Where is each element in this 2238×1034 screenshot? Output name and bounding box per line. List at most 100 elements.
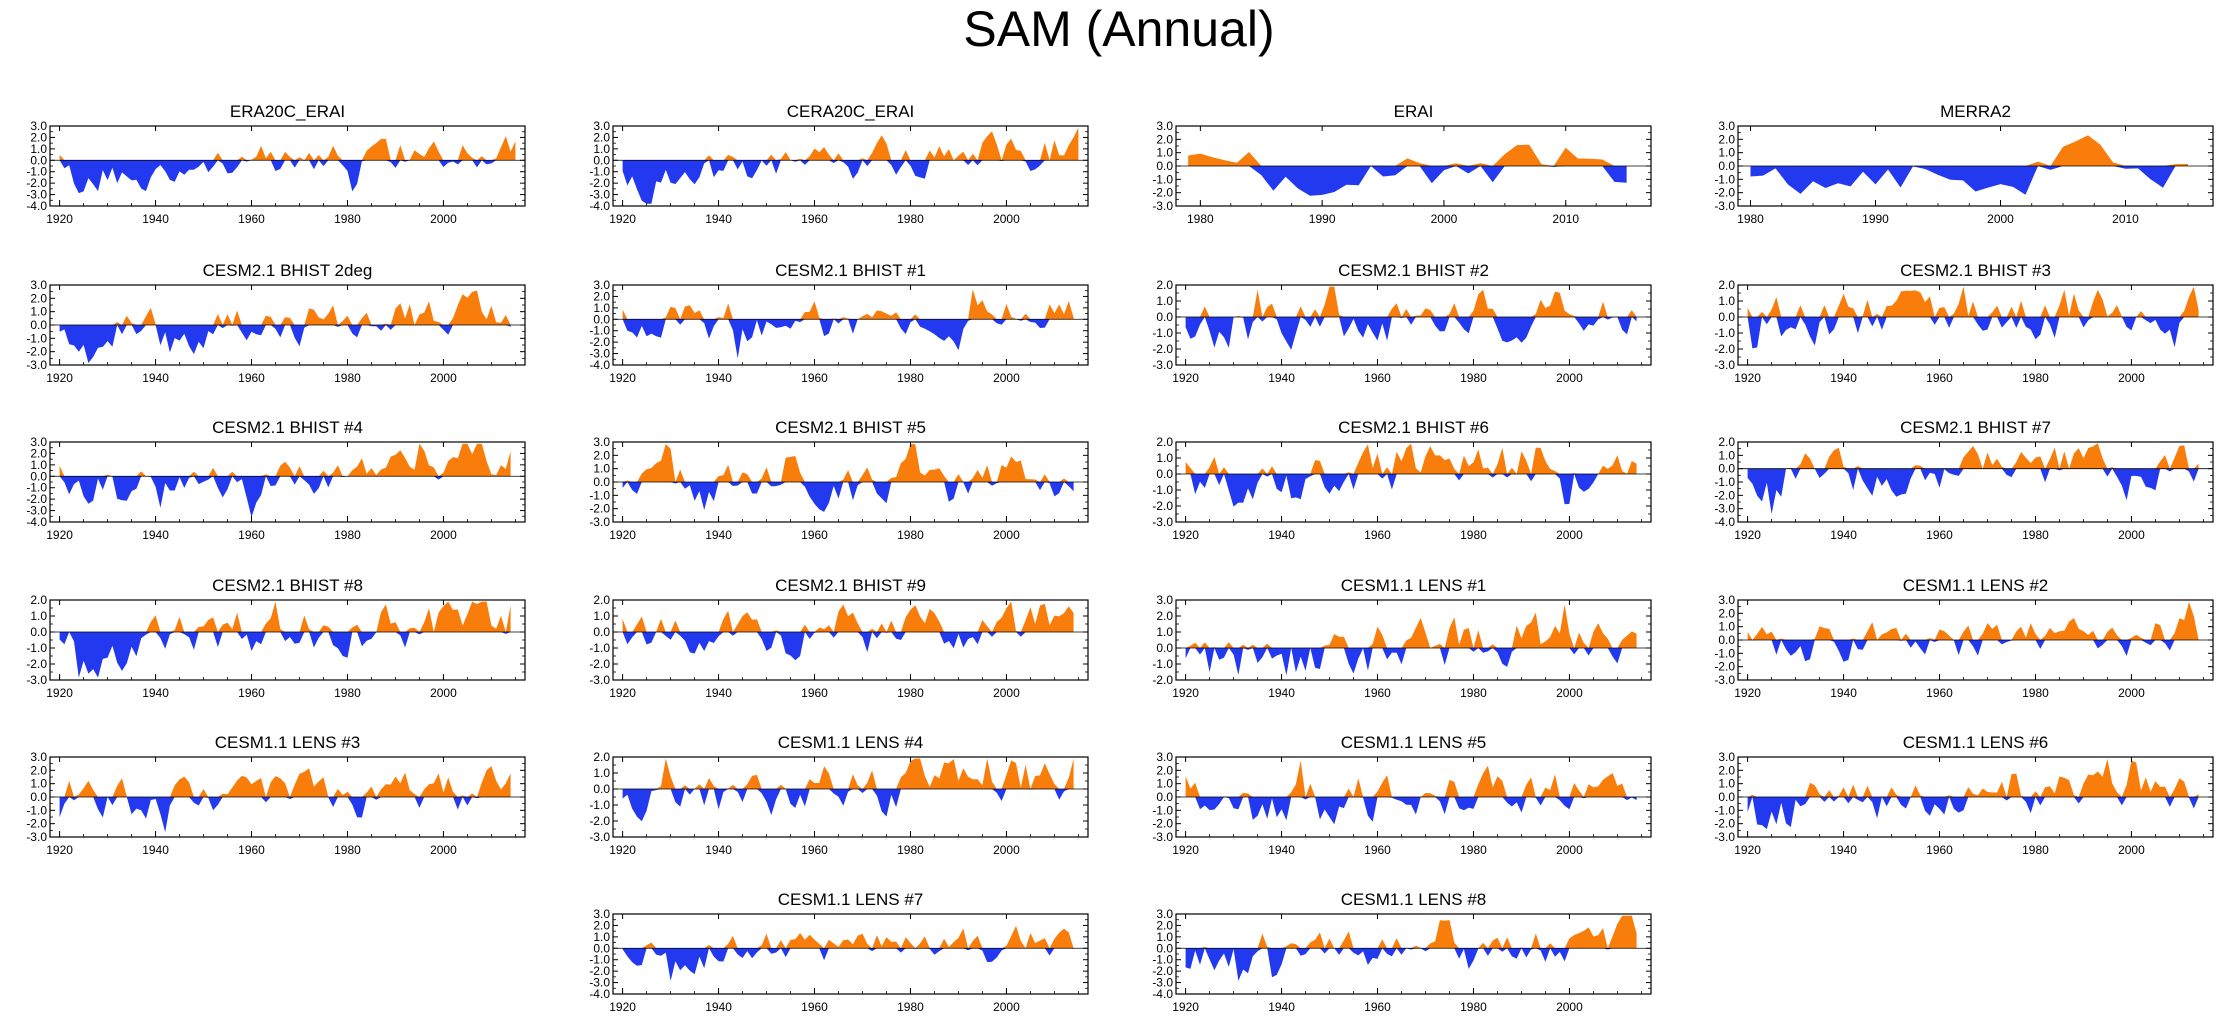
x-tick-label: 1980	[1737, 212, 1764, 226]
y-tick-label: 3.0	[593, 435, 610, 449]
x-tick-label: 1920	[1172, 371, 1199, 385]
y-tick-label: 0.0	[593, 312, 610, 326]
chart-panel: CESM1.1 LENS #53.02.01.00.0-1.0-2.0-3.01…	[1152, 733, 1652, 857]
chart-panel: CESM2.1 BHIST #1 3.02.01.00.0-1.0-2.0-3.0…	[589, 261, 1089, 385]
x-tick-label: 1940	[705, 843, 732, 857]
x-tick-label: 2000	[430, 212, 457, 226]
y-tick-label: -3.0	[1152, 976, 1173, 990]
y-tick-label: -3.0	[1152, 515, 1173, 529]
y-tick-label: -1.0	[589, 488, 610, 502]
y-tick-label: 0.0	[1156, 941, 1173, 955]
y-tick-label: 0.0	[1718, 462, 1735, 476]
y-tick-label: -3.0	[26, 188, 47, 202]
y-tick-label: 2.0	[1718, 763, 1735, 777]
positive-area	[59, 443, 511, 477]
panel-title: CESM1.1 LENS #7	[778, 890, 924, 909]
x-tick-label: 1980	[897, 212, 924, 226]
chart-panel: CESM2.1 BHIST #4 3.02.01.00.0-1.0-2.0-3.0…	[26, 418, 526, 542]
y-tick-label: 2.0	[30, 446, 47, 460]
x-tick-label: 1980	[1460, 843, 1487, 857]
chart-panel: CESM2.1 BHIST #3 2.0 1.0 0.0 -1.0 -2.0 -3.0192…	[1714, 261, 2214, 385]
x-tick-label: 2000	[430, 843, 457, 857]
x-tick-label: 1960	[1926, 528, 1953, 542]
y-tick-label: -1.0	[589, 641, 610, 655]
x-tick-label: 2000	[430, 686, 457, 700]
positive-area	[1185, 604, 1637, 648]
y-tick-label: 1.0	[1718, 294, 1735, 308]
negative-area	[1747, 468, 2199, 515]
x-tick-label: 1920	[46, 686, 73, 700]
y-tick-label: 1.0	[1718, 777, 1735, 791]
y-tick-label: 2.0	[593, 289, 610, 303]
x-tick-label: 1960	[1926, 843, 1953, 857]
negative-area	[1747, 640, 2199, 662]
page-title: SAM (Annual)	[963, 1, 1275, 57]
x-tick-label: 2000	[2118, 686, 2145, 700]
panel-title: CESM1.1 LENS #8	[1341, 890, 1487, 909]
y-tick-label: 1.0	[1718, 448, 1735, 462]
y-tick-label: 1.0	[593, 609, 610, 623]
x-tick-label: 1980	[2022, 528, 2049, 542]
x-tick-label: 2000	[1556, 528, 1583, 542]
x-tick-label: 1920	[1734, 686, 1761, 700]
x-tick-label: 2000	[993, 843, 1020, 857]
x-tick-label: 1920	[46, 843, 73, 857]
y-tick-label: 1.0	[1718, 146, 1735, 160]
positive-area	[59, 136, 516, 161]
x-tick-label: 1940	[142, 371, 169, 385]
y-tick-label: -1.0	[589, 324, 610, 338]
y-tick-label: -1.0	[1152, 953, 1173, 967]
y-tick-label: -2.0	[26, 657, 47, 671]
x-tick-label: 1960	[1926, 371, 1953, 385]
positive-area	[1185, 760, 1637, 797]
y-tick-label: -4.0	[26, 515, 47, 529]
y-tick-label: -3.0	[1152, 830, 1173, 844]
y-tick-label: -2.0	[1152, 499, 1173, 513]
chart-panel: CESM2.1 BHIST #8 2.0 1.0 0.0 -1.0 -2.0 -3.0192…	[26, 576, 526, 700]
y-tick-label: 1.0	[1156, 451, 1173, 465]
panel-title: CESM2.1 BHIST #9	[775, 576, 926, 595]
x-tick-label: 1940	[1268, 843, 1295, 857]
x-tick-label: 1920	[609, 843, 636, 857]
y-tick-label: 1.0	[593, 930, 610, 944]
y-tick-label: -3.0	[589, 347, 610, 361]
x-tick-label: 1980	[334, 843, 361, 857]
y-tick-label: -1.0	[26, 331, 47, 345]
positive-area	[1188, 144, 1627, 166]
y-tick-label: 1.0	[593, 142, 610, 156]
y-tick-label: 2.0	[1156, 435, 1173, 449]
x-tick-label: 1920	[609, 686, 636, 700]
x-tick-label: 2000	[2118, 843, 2145, 857]
x-tick-label: 1940	[705, 686, 732, 700]
y-tick-label: 3.0	[1156, 907, 1173, 921]
y-tick-label: 2.0	[1156, 918, 1173, 932]
y-tick-label: -2.0	[1152, 186, 1173, 200]
y-tick-label: -2.0	[589, 814, 610, 828]
panel-title: CESM2.1 BHIST #3	[1900, 261, 2051, 280]
y-tick-label: 1.0	[1156, 146, 1173, 160]
x-tick-label: 1940	[1268, 528, 1295, 542]
negative-area	[622, 160, 1079, 204]
x-tick-label: 1980	[897, 843, 924, 857]
chart-panel: CESM2.1 BHIST #5 3.02.01.00.0-1.0-2.0-3.0…	[589, 418, 1089, 542]
x-tick-label: 1960	[238, 371, 265, 385]
panel-title: CESM1.1 LENS #3	[215, 733, 361, 752]
panel-title: CESM2.1 BHIST #6	[1338, 418, 1489, 437]
panel-title: CESM2.1 BHIST #1	[775, 261, 926, 280]
x-tick-label: 1940	[1268, 686, 1295, 700]
x-tick-label: 1960	[801, 528, 828, 542]
y-tick-label: 3.0	[1718, 593, 1735, 607]
panel-title: ERA20C_ERAI	[230, 102, 345, 121]
negative-area	[1188, 166, 1627, 196]
y-tick-label: 1.0	[30, 609, 47, 623]
chart-panel: CERA20C_ERAI 3.02.01.00.0-1.0-2.0-3.0-4.0…	[589, 102, 1089, 226]
x-tick-label: 1960	[238, 212, 265, 226]
chart-panel: CESM2.1 BHIST 2deg 3.02.01.00.0-1.0-2.0-3…	[26, 261, 526, 385]
y-tick-label: 3.0	[1718, 119, 1735, 133]
positive-area	[59, 766, 511, 797]
x-tick-label: 1920	[46, 212, 73, 226]
y-tick-label: -1.0	[1714, 803, 1735, 817]
y-tick-label: 2.0	[1718, 278, 1735, 292]
x-tick-label: 2000	[430, 371, 457, 385]
